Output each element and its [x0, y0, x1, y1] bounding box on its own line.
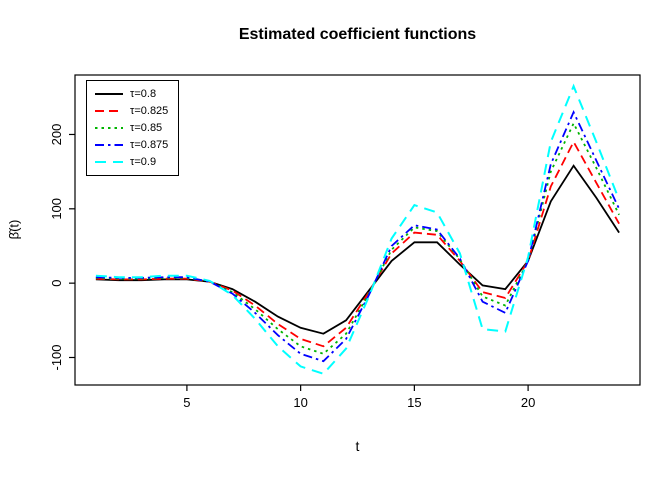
y-tick-label: 200	[49, 124, 64, 146]
legend-line-sample	[95, 110, 123, 112]
legend: τ=0.8 τ=0.825 τ=0.85 τ=0.875 τ=0.9	[86, 80, 180, 176]
legend-label: τ=0.825	[130, 105, 169, 117]
x-tick-label: 5	[183, 395, 190, 410]
x-tick-label: 15	[407, 395, 421, 410]
y-axis-label: β̂(t)	[6, 219, 22, 240]
legend-label: τ=0.85	[130, 122, 163, 134]
legend-label: τ=0.9	[130, 156, 157, 168]
x-tick-label: 20	[521, 395, 535, 410]
plot-border	[74, 74, 641, 386]
legend-item: τ=0.8	[94, 86, 168, 102]
legend-line-sample	[95, 93, 123, 95]
series-line-τ=0.825	[95, 139, 620, 348]
legend-item: τ=0.9	[94, 154, 168, 170]
y-tick-label: 0	[49, 280, 64, 287]
x-axis-label: t	[355, 438, 360, 454]
legend-line-sample	[95, 127, 123, 129]
y-tick-label: -100	[49, 344, 64, 370]
y-tick-label: 100	[49, 198, 64, 220]
chart-title: Estimated coefficient functions	[238, 26, 477, 43]
legend-line-sample	[95, 161, 123, 163]
legend-item: τ=0.825	[94, 103, 168, 119]
series-line-τ=0.875	[95, 110, 620, 363]
legend-item: τ=0.875	[94, 137, 168, 153]
legend-item: τ=0.85	[94, 120, 168, 136]
legend-label: τ=0.875	[130, 139, 169, 151]
legend-label: τ=0.8	[130, 88, 157, 100]
x-tick-label: 10	[293, 395, 307, 410]
legend-line-sample	[95, 144, 123, 146]
series-line-τ=0.9	[95, 83, 621, 375]
